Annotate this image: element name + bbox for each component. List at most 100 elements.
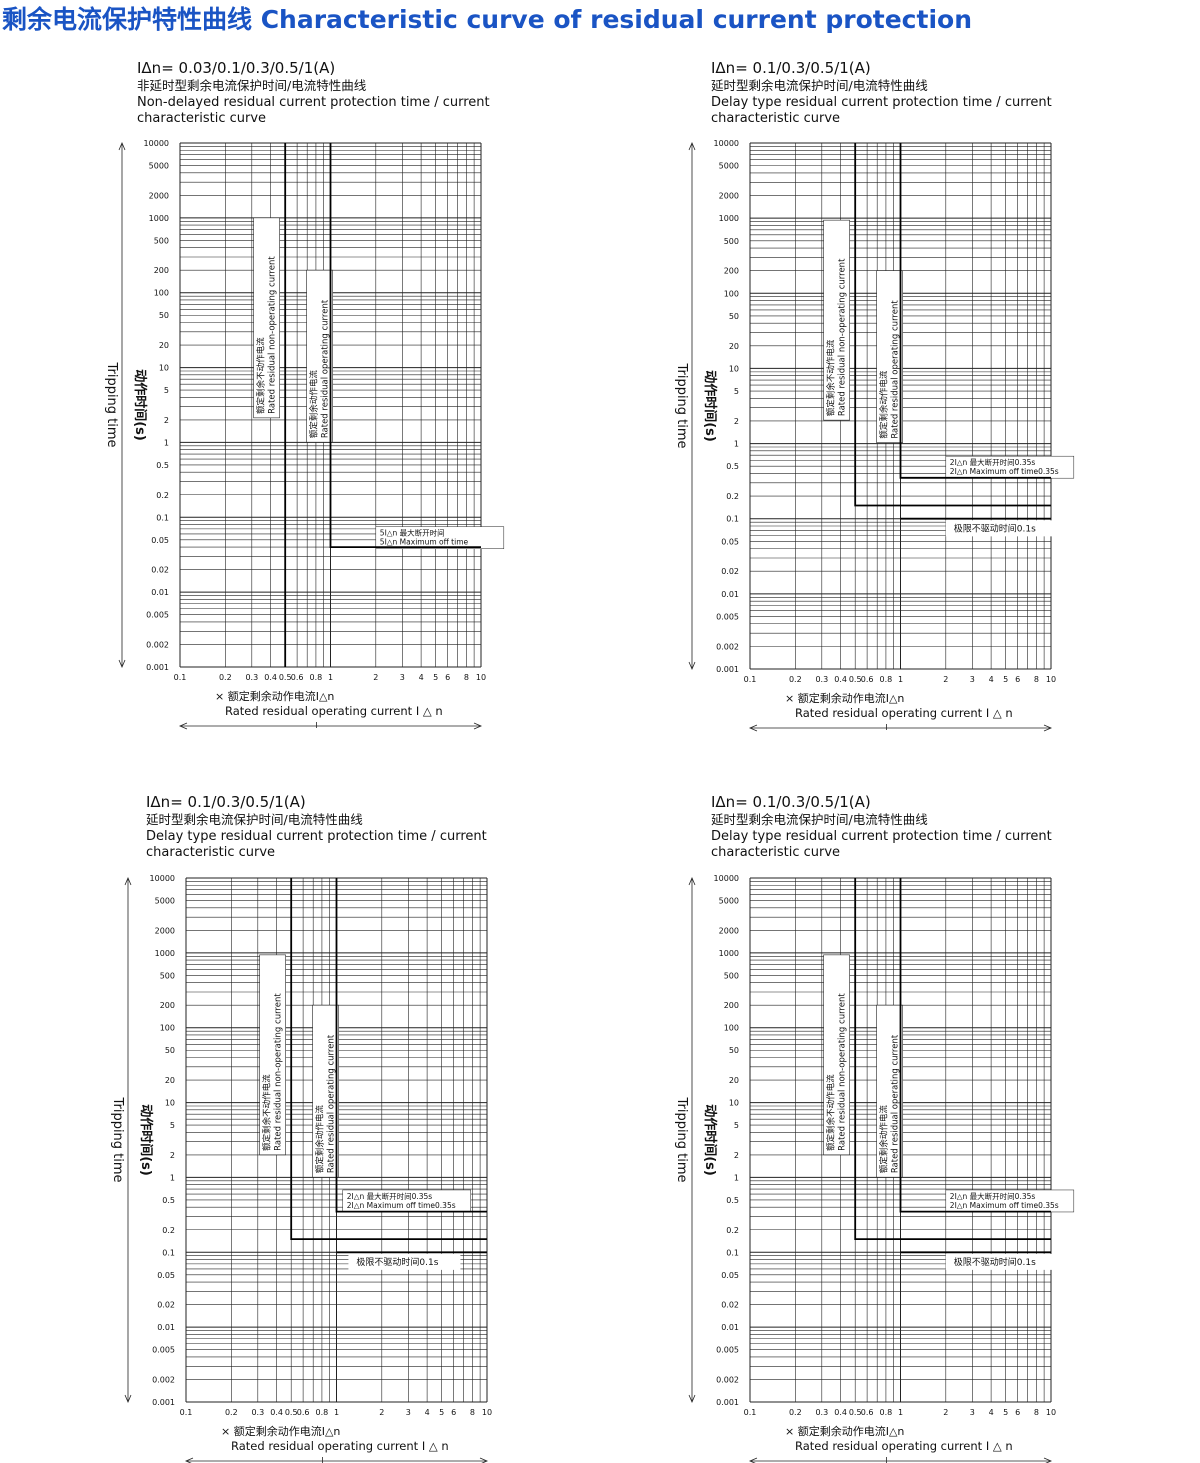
chart-panel-3: IΔn= 0.1/0.3/0.5/1(A)延时型剩余电流保护时间/电流特性曲线 D… [110,793,492,1463]
y-tick-label: 50 [729,1046,739,1055]
chart-panel-2: IΔn= 0.1/0.3/0.5/1(A)延时型剩余电流保护时间/电流特性曲线 D… [674,59,1075,732]
x-tick-label: 0.5 [285,1408,298,1417]
y-axis-label-en: Tripping time [674,362,689,448]
y-axis-arrow-up-icon [688,876,696,886]
y-tick-label: 2 [734,417,739,426]
x-tick-label: 0.8 [880,675,893,684]
heading-cn: 延时型剩余电流保护时间/电流特性曲线 [146,812,363,827]
y-tick-label: 0.005 [716,612,739,621]
y-tick-label: 5000 [719,897,739,906]
annotation-box-limit [945,520,1058,537]
y-tick-label: 20 [729,342,739,351]
annotation-en: 2I△n Maximum off time0.35s [347,1201,456,1210]
x-tick-label: 6 [445,673,450,682]
y-tick-label: 200 [724,267,739,276]
x-tick-label: 8 [470,1408,475,1417]
y-tick-label: 100 [724,289,739,298]
x-tick-label: 6 [451,1408,456,1417]
x-axis-arrow-left-icon [184,1457,194,1463]
y-axis-arrow-down-icon [118,659,126,669]
y-tick-label: 0.005 [146,611,169,620]
annotation-en: Rated residual non-operating current [268,256,278,414]
heading-en-line-2: characteristic curve [711,111,840,126]
x-tick-label: 3 [970,1408,975,1417]
y-tick-label: 0.5 [726,1196,739,1205]
annotation-cn: 2I△n 最大断开时间0.35s [950,1191,1036,1201]
y-tick-label: 0.005 [716,1346,739,1355]
y-tick-label: 0.2 [156,491,169,500]
y-tick-label: 0.1 [162,1248,175,1257]
y-tick-label: 1000 [155,949,175,958]
curve-series [854,143,1051,507]
x-tick-label: 8 [1034,675,1039,684]
y-tick-label: 2000 [155,926,175,935]
y-tick-label: 0.01 [721,590,739,599]
y-tick-label: 10000 [144,139,169,148]
y-tick-label: 0.01 [151,588,169,597]
y-tick-label: 1 [164,438,169,447]
annotation-cn: 2I△n 最大断开时间0.35s [347,1191,433,1201]
y-tick-label: 200 [160,1001,175,1010]
x-tick-label: 0.3 [815,675,828,684]
y-tick-label: 500 [154,236,169,245]
annotation-en: Rated residual non-operating current [274,993,284,1151]
y-tick-label: 20 [159,341,169,350]
annotation-text: 极限不驱动时间0.1s [954,522,1036,534]
chart-panel-4: IΔn= 0.1/0.3/0.5/1(A)延时型剩余电流保护时间/电流特性曲线 D… [674,793,1075,1463]
y-tick-label: 1 [170,1173,175,1182]
x-axis-label-cn: × 额定剩余动作电流I△n [785,1424,904,1438]
y-tick-label: 0.001 [152,1398,175,1407]
x-tick-label: 2 [373,673,378,682]
x-tick-label: 3 [970,675,975,684]
x-axis-arrow-left-icon [748,724,758,732]
y-tick-label: 0.5 [162,1196,175,1205]
x-axis-arrow-right-icon [473,722,483,730]
curve-series [899,143,1051,479]
y-tick-label: 10 [159,364,169,373]
x-tick-label: 5 [439,1408,444,1417]
page-title: 剩余电流保护特性曲线 Characteristic curve of resid… [2,5,972,34]
heading-en-line-1: Non-delayed residual current protection … [137,95,490,110]
x-tick-label: 1 [334,1408,339,1417]
annotation-en: Rated residual non-operating current [838,993,848,1151]
x-tick-label: 3 [400,673,405,682]
y-axis-arrow-up-icon [688,141,696,151]
x-tick-label: 6 [1015,1408,1020,1417]
annotation-en: 2I△n Maximum off time0.35s [950,1201,1059,1210]
x-tick-label: 0.3 [251,1408,264,1417]
annotation-en: 2I△n Maximum off time0.35s [950,467,1059,476]
annotation-box-vertical [823,954,850,1156]
annotation-box-vertical [253,217,280,419]
heading-en-line-2: characteristic curve [146,845,275,860]
x-tick-label: 0.4 [834,675,847,684]
y-tick-label: 2000 [719,192,739,201]
y-axis-label-cn: 动作时间(s) [702,370,718,442]
x-tick-label: 10 [1046,675,1056,684]
y-axis-arrow-down-icon [124,1394,132,1404]
y-tick-label: 0.002 [716,642,739,651]
y-tick-label: 2 [170,1151,175,1160]
x-tick-label: 1 [328,673,333,682]
x-tick-label: 0.6 [861,1408,874,1417]
y-tick-label: 50 [729,312,739,321]
grid [185,877,488,1403]
y-tick-label: 5 [164,386,169,395]
y-tick-label: 10 [729,364,739,373]
rating-label: IΔn= 0.1/0.3/0.5/1(A) [146,793,306,811]
y-tick-label: 1 [734,440,739,449]
heading-cn: 非延时型剩余电流保护时间/电流特性曲线 [137,78,367,93]
x-axis-arrow-right-icon [479,1457,489,1463]
y-tick-label: 0.01 [721,1323,739,1332]
y-tick-label: 100 [160,1024,175,1033]
grid [749,142,1052,670]
x-tick-label: 0.3 [245,673,258,682]
x-tick-label: 8 [464,673,469,682]
x-tick-label: 0.1 [744,1408,757,1417]
y-axis-label-cn: 动作时间(s) [702,1104,718,1176]
x-tick-label: 0.3 [815,1408,828,1417]
x-tick-label: 4 [989,675,994,684]
y-axis-arrow-up-icon [124,876,132,886]
x-tick-label: 0.5 [849,1408,862,1417]
annotation-box-vertical [823,219,850,421]
annotation-box-limit [348,1253,461,1270]
